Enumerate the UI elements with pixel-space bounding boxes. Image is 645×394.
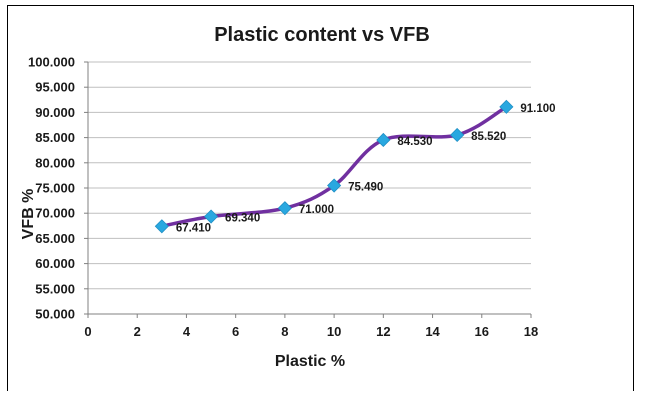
x-tick-label: 10	[327, 324, 341, 339]
x-axis-title: Plastic %	[275, 353, 345, 370]
data-label: 69.340	[225, 213, 260, 225]
y-tick-label: 70.000	[35, 206, 75, 221]
y-tick-label: 55.000	[35, 281, 75, 296]
series-curve	[160, 105, 509, 229]
x-tick-label: 2	[134, 324, 141, 339]
x-tick-label: 0	[84, 324, 91, 339]
y-tick-label: 95.000	[35, 80, 75, 95]
y-tick-label: 90.000	[35, 105, 75, 120]
x-tick-label: 4	[183, 324, 191, 339]
data-label: 67.410	[176, 222, 211, 234]
y-tick-labels: 50.000 55.000 60.000 65.000 70.000 75.000 80.0…	[28, 55, 75, 322]
chart-title: Plastic content vs VFB	[214, 24, 430, 46]
y-tick-label: 75.000	[35, 181, 75, 196]
data-label: 91.100	[520, 103, 555, 115]
y-tick-label: 65.000	[35, 231, 75, 246]
data-point	[450, 127, 465, 143]
axes	[84, 61, 532, 318]
data-label: 75.490	[348, 182, 383, 194]
data-point	[154, 219, 169, 234]
x-tick-label: 8	[281, 324, 288, 339]
y-tick-label: 50.000	[35, 307, 75, 322]
data-point	[376, 132, 391, 148]
x-tick-label: 12	[376, 324, 390, 339]
y-tick-label: 100.000	[28, 55, 75, 70]
data-point	[277, 201, 292, 216]
data-markers	[154, 99, 514, 234]
series-line	[160, 105, 509, 229]
data-point	[203, 209, 219, 224]
x-tick-label: 18	[524, 324, 538, 339]
x-tick-label: 14	[425, 324, 440, 339]
y-tick-label: 80.000	[35, 155, 75, 170]
x-tick-label: 6	[232, 324, 239, 339]
data-label: 84.530	[397, 136, 432, 148]
x-tick-labels: 0 2 4 6 8 10 12 14 16 18	[84, 324, 538, 339]
data-point	[327, 178, 342, 193]
y-axis-title: VFB %	[20, 189, 37, 240]
y-tick-label: 85.000	[35, 130, 75, 145]
x-tick-label: 16	[475, 324, 489, 339]
gridlines	[88, 61, 531, 290]
chart-frame	[7, 5, 634, 391]
data-point	[499, 99, 514, 114]
data-label: 71.000	[299, 204, 334, 216]
data-labels: 67.410 69.340 71.000 75.490 84.530 85.520 91.1…	[176, 103, 556, 234]
data-label: 85.520	[471, 131, 506, 143]
y-tick-label: 60.000	[35, 256, 75, 271]
